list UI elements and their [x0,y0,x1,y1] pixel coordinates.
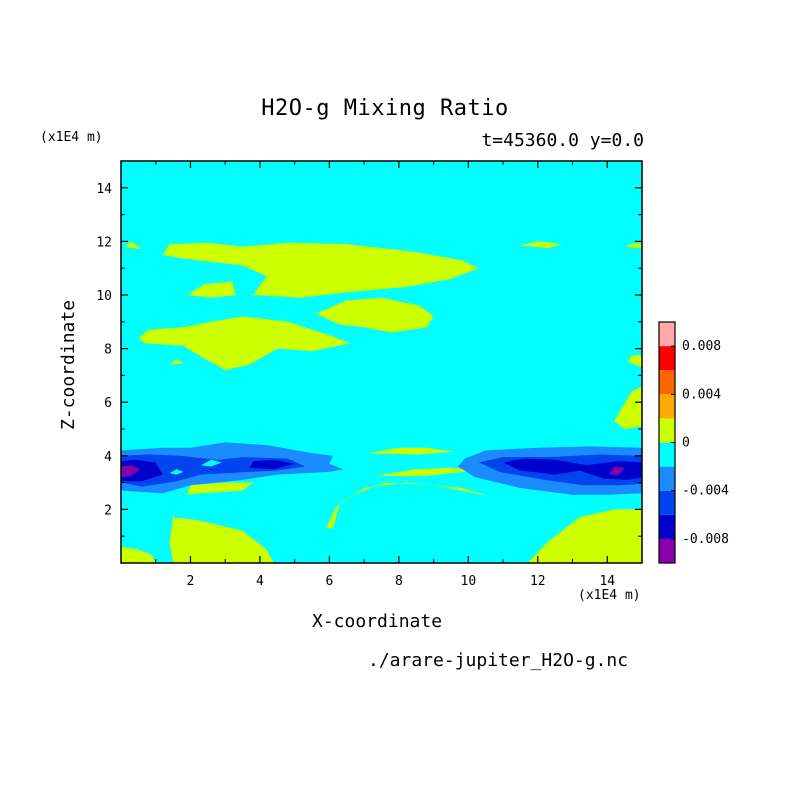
colorbar-swatch [659,322,675,347]
x-tick-label: 12 [530,574,546,589]
contour-region-25 [609,466,625,475]
contour-region-22 [249,459,295,470]
colorbar-tick-label: -0.008 [682,532,729,547]
plot-area [121,161,642,563]
colorbar-swatch [659,370,675,395]
colorbar-swatch [659,394,675,419]
chart-subtitle: t=45360.0 y=0.0 [481,130,644,151]
contour-region-23 [503,458,642,480]
contour-region-12 [169,359,184,365]
axes: 2 4 6 8 10 12 14 2 4 6 8 10 12 14 [96,160,643,589]
colorbar: 0.008 0.004 0 -0.004 -0.008 [658,321,729,564]
contour-region-15 [628,355,642,368]
x-tick-label: 10 [461,574,477,589]
x-axis-label: X-coordinate [312,611,443,632]
x-tick-label: 14 [599,574,615,589]
contour-region-4 [187,482,253,495]
contour-region-11 [138,316,351,370]
colorbar-swatch [659,442,675,467]
contour-region-7 [124,241,142,250]
y-tick-label: 12 [96,235,112,250]
contour-region-9 [187,281,236,298]
colorbar-swatch [659,490,675,515]
contour-region-10 [315,297,434,333]
x-tick-label: 6 [325,574,333,589]
colorbar-swatch [659,418,675,443]
contour-region-0 [121,546,156,563]
y-tick-label: 4 [104,450,112,465]
x-tick-label: 2 [187,574,195,589]
y-axis-unit: (x1E4 m) [40,130,103,145]
x-axis-unit: (x1E4 m) [578,588,641,603]
y-tick-label: 8 [104,343,112,358]
y-tick-label: 14 [96,182,112,197]
colorbar-tick-label: -0.004 [682,484,729,499]
colorbar-swatch [659,538,675,563]
chart-title: H2O-g Mixing Ratio [261,96,509,121]
colorbar-swatch [659,514,675,539]
contour-region-8 [162,242,479,298]
colorbar-swatch [659,346,675,371]
colorbar-tick-label: 0.008 [682,339,721,354]
contour-region-1 [169,517,274,563]
contour-region-21 [121,459,163,482]
y-tick-label: 6 [104,396,112,411]
contour-region-14 [624,242,642,249]
y-tick-label: 2 [104,503,112,518]
contour-background [121,161,642,563]
contour-region-27 [169,469,184,475]
colorbar-tick-label: 0.004 [682,387,721,402]
contour-region-16 [614,386,642,429]
contour-region-5 [374,467,476,476]
contour-region-6 [367,447,455,455]
y-tick-label: 10 [96,289,112,304]
x-tick-label: 8 [395,574,403,589]
source-file-label: ./arare-jupiter_H2O-g.nc [368,650,629,671]
contour-region-2 [527,509,642,563]
contour-region-26 [200,459,222,467]
contour-region-24 [121,465,141,478]
contour-region-13 [520,241,563,249]
x-tick-label: 4 [256,574,264,589]
contour-regions [121,241,642,563]
colorbar-swatch [659,466,675,491]
plot-frame [120,160,643,564]
colorbar-tick-label: 0 [682,436,690,451]
